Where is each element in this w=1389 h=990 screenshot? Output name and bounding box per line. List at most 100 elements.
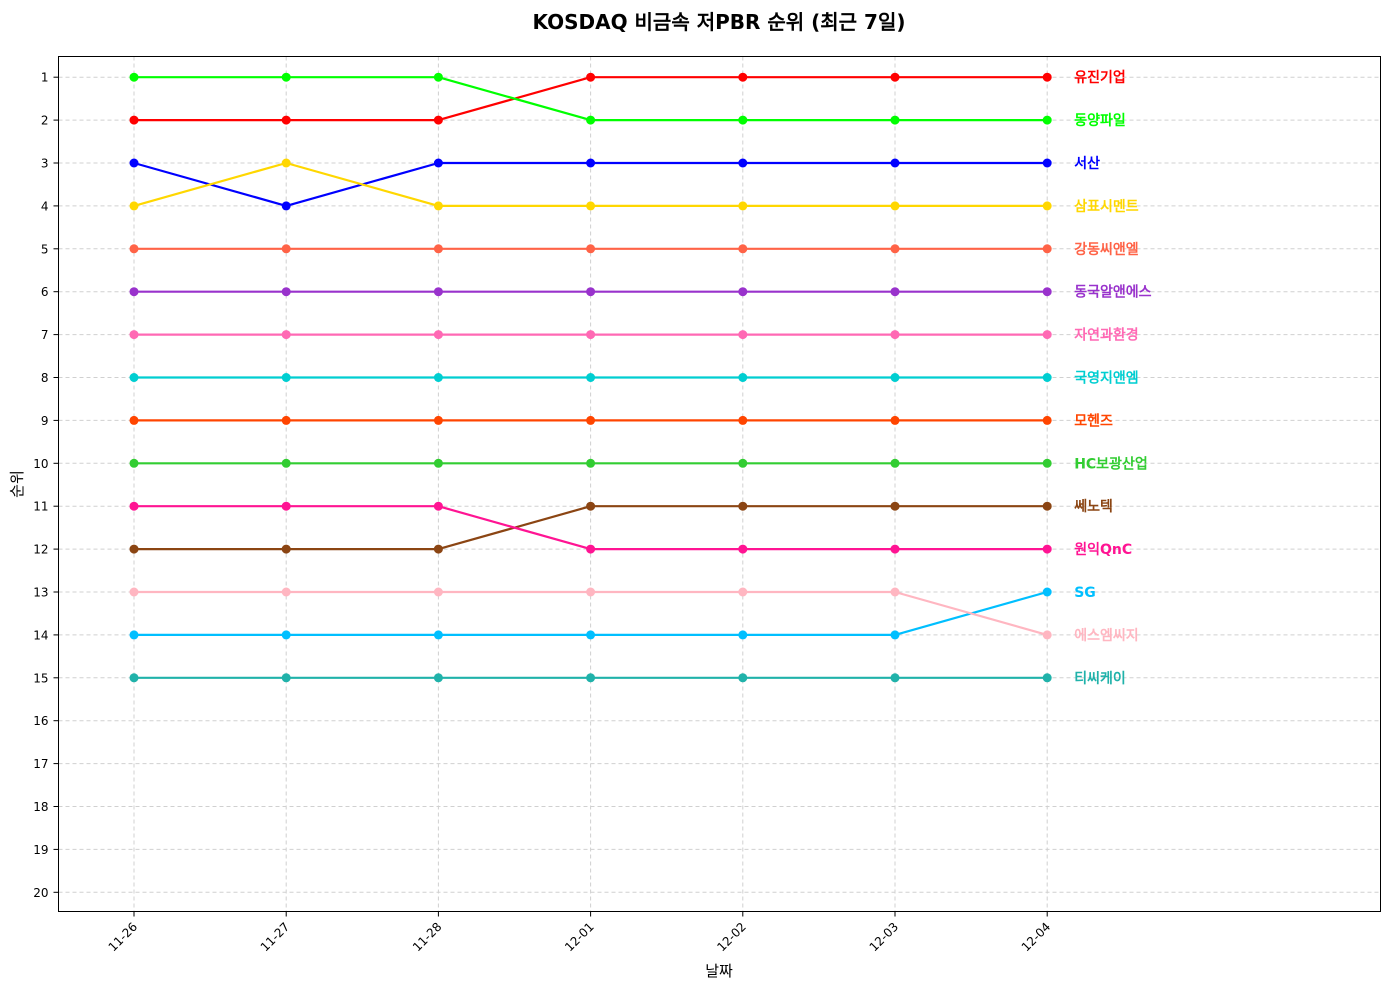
data-point xyxy=(1042,458,1052,468)
data-point xyxy=(129,373,139,382)
data-point xyxy=(1042,115,1052,125)
data-point xyxy=(281,673,291,683)
data-point xyxy=(433,287,443,297)
data-point xyxy=(586,415,596,425)
series-end-label: 강동씨앤엘 xyxy=(1074,241,1139,258)
data-point xyxy=(1042,587,1052,597)
data-point xyxy=(738,72,748,82)
data-point xyxy=(890,115,900,125)
y-tick-label: 15 xyxy=(33,671,48,685)
y-tick-label: 12 xyxy=(33,543,48,557)
data-point xyxy=(129,115,139,125)
y-tick-label: 18 xyxy=(33,800,48,814)
data-point xyxy=(890,630,900,640)
y-tick-label: 17 xyxy=(33,757,48,771)
data-point xyxy=(433,544,443,554)
data-point xyxy=(433,72,443,82)
data-point xyxy=(890,458,900,468)
data-point xyxy=(129,330,139,340)
data-point xyxy=(738,244,748,254)
x-tick-label: 12-04 xyxy=(1019,920,1054,955)
series-end-label: HC보광산업 xyxy=(1074,455,1148,472)
data-point xyxy=(890,244,900,254)
data-point xyxy=(1042,287,1052,297)
data-point xyxy=(281,501,291,511)
data-point xyxy=(586,587,596,597)
x-tick-label: 12-03 xyxy=(867,920,902,955)
data-point xyxy=(433,158,443,168)
x-tick-label: 11-28 xyxy=(410,920,445,955)
series-end-label: 에스엠씨지 xyxy=(1074,628,1138,644)
series-end-label: 삼표시멘트 xyxy=(1074,199,1139,215)
data-point xyxy=(433,630,443,640)
data-point xyxy=(738,501,748,511)
data-point xyxy=(738,673,748,683)
data-point xyxy=(1042,501,1052,511)
y-tick-label: 13 xyxy=(33,586,48,600)
data-point xyxy=(738,287,748,297)
data-point xyxy=(129,201,139,211)
x-tick-label: 12-01 xyxy=(562,920,597,955)
data-point xyxy=(433,330,443,340)
series-end-label: 동양파일 xyxy=(1074,113,1126,129)
y-tick-label: 7 xyxy=(41,328,49,342)
data-point xyxy=(586,72,596,82)
data-point xyxy=(433,458,443,468)
y-tick-label: 2 xyxy=(41,114,49,128)
data-point xyxy=(281,373,291,382)
data-point xyxy=(129,72,139,82)
series-end-label: 티씨케이 xyxy=(1074,670,1126,687)
series-end-label: 자연과환경 xyxy=(1074,327,1138,344)
data-point xyxy=(281,72,291,82)
data-point xyxy=(586,373,596,382)
data-point xyxy=(129,587,139,597)
data-point xyxy=(586,158,596,168)
data-point xyxy=(433,373,443,382)
grid xyxy=(58,56,1381,912)
data-point xyxy=(1042,158,1052,168)
data-point xyxy=(586,287,596,297)
y-tick-label: 14 xyxy=(33,628,48,642)
data-point xyxy=(1042,201,1052,211)
data-point xyxy=(1042,373,1052,382)
y-tick-label: 19 xyxy=(33,843,48,857)
data-point xyxy=(281,201,291,211)
data-point xyxy=(281,630,291,640)
series-end-label: 서산 xyxy=(1074,155,1100,172)
data-point xyxy=(586,630,596,640)
data-point xyxy=(1042,544,1052,554)
series-end-label: SG xyxy=(1074,585,1096,601)
data-point xyxy=(281,115,291,125)
x-axis: 11-26 11-27 11-28 12-01 12-02 12-03 12-04 xyxy=(106,911,1054,955)
data-point xyxy=(586,544,596,554)
data-point xyxy=(586,673,596,683)
data-point xyxy=(1042,330,1052,340)
data-point xyxy=(433,501,443,511)
data-point xyxy=(1042,244,1052,254)
data-point xyxy=(738,201,748,211)
y-tick-label: 1 xyxy=(41,71,49,85)
y-tick-label: 5 xyxy=(41,242,49,256)
data-point xyxy=(1042,72,1052,82)
data-point xyxy=(1042,415,1052,425)
x-tick-label: 11-26 xyxy=(106,920,141,955)
data-point xyxy=(281,287,291,297)
y-tick-label: 20 xyxy=(33,886,48,900)
y-tick-label: 8 xyxy=(41,371,49,385)
data-point xyxy=(433,115,443,125)
x-tick-label: 12-02 xyxy=(714,920,749,955)
data-point xyxy=(738,373,748,382)
series-end-label: 모헨즈 xyxy=(1074,413,1113,429)
y-axis-label: 순위 xyxy=(8,470,26,498)
data-point xyxy=(586,244,596,254)
data-point xyxy=(738,587,748,597)
data-point xyxy=(129,544,139,554)
data-point xyxy=(890,330,900,340)
data-point xyxy=(129,630,139,640)
data-point xyxy=(890,673,900,683)
chart-title: KOSDAQ 비금속 저PBR 순위 (최근 7일) xyxy=(532,10,905,34)
series-end-label: 쎄노텍 xyxy=(1074,498,1113,515)
